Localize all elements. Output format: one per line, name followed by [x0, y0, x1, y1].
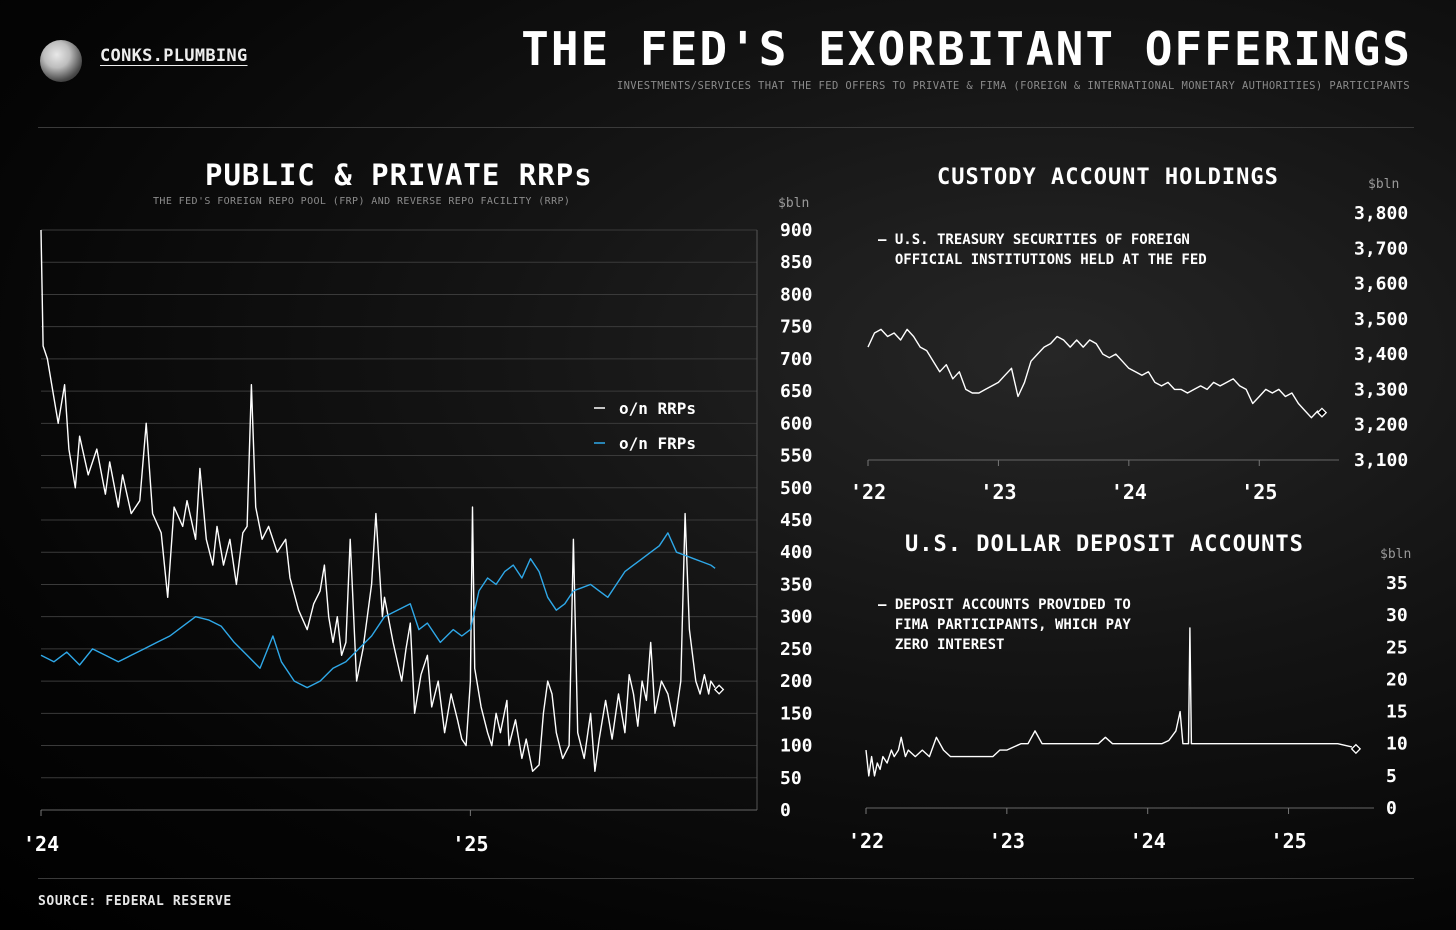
rrp-y-tick-label: 650: [780, 381, 813, 402]
deposit-unit-label: $bln: [1380, 547, 1412, 562]
custody-end-marker: [1316, 407, 1328, 418]
custody-legend-line-1: — U.S. TREASURY SECURITIES OF FOREIGN: [878, 232, 1190, 248]
deposit-y-tick-label: 10: [1386, 734, 1408, 755]
rrp-x-tick-label: '25: [452, 832, 488, 856]
custody-y-tick-label: 3,300: [1354, 379, 1408, 400]
custody-chart-title: CUSTODY ACCOUNT HOLDINGS: [937, 165, 1279, 190]
rrp-y-tick-label: 600: [780, 413, 813, 434]
deposit-chart-title: U.S. DOLLAR DEPOSIT ACCOUNTS: [905, 532, 1304, 557]
footer-divider: [38, 878, 1414, 879]
custody-x-tick-label: '22: [850, 480, 886, 504]
rrp-y-tick-label: 150: [780, 703, 813, 724]
rrp-legend-label-2: o/n FRPs: [619, 434, 696, 453]
rrp-y-tick-label: 50: [780, 768, 802, 789]
deposit-y-tick-label: 25: [1386, 637, 1408, 658]
deposit-y-tick-label: 0: [1386, 798, 1397, 819]
rrp-y-tick-label: 0: [780, 800, 791, 821]
rrp-y-tick-label: 700: [780, 349, 813, 370]
rrp-y-tick-label: 500: [780, 478, 813, 499]
rrp-chart-subtitle: THE FED'S FOREIGN REPO POOL (FRP) AND RE…: [153, 196, 571, 207]
custody-y-tick-label: 3,400: [1354, 344, 1408, 365]
brand-avatar-logo: [40, 40, 82, 82]
rrp-y-tick-label: 350: [780, 574, 813, 595]
rrp-y-tick-label: 850: [780, 252, 813, 273]
deposit-x-tick-label: '22: [848, 829, 884, 853]
rrp-x-tick-label: '24: [23, 832, 59, 856]
rrp-y-tick-label: 900: [780, 220, 813, 241]
rrp-y-tick-label: 100: [780, 736, 813, 757]
custody-y-tick-label: 3,700: [1354, 238, 1408, 259]
source-note: SOURCE: FEDERAL RESERVE: [38, 894, 232, 909]
rrp-y-tick-label: 300: [780, 607, 813, 628]
deposit-y-tick-label: 30: [1386, 605, 1408, 626]
rrp-y-tick-label: 250: [780, 639, 813, 660]
custody-y-tick-label: 3,100: [1354, 450, 1408, 471]
custody-x-tick-label: '25: [1241, 480, 1277, 504]
custody-x-tick-label: '24: [1111, 480, 1147, 504]
deposit-series-line-1: [865, 627, 1353, 777]
deposit-legend-line-1: — DEPOSIT ACCOUNTS PROVIDED TO: [878, 597, 1131, 613]
page-title: THE FED'S EXORBITANT OFFERINGS: [521, 22, 1412, 76]
custody-y-tick-label: 3,800: [1354, 203, 1408, 224]
custody-series-line-1: [867, 328, 1319, 419]
deposit-legend-line-2: FIMA PARTICIPANTS, WHICH PAY: [878, 617, 1131, 633]
deposit-x-tick-label: '23: [989, 829, 1025, 853]
rrp-y-tick-label: 550: [780, 446, 813, 467]
rrp-series-line-1: [40, 229, 716, 772]
custody-unit-label: $bln: [1368, 177, 1400, 192]
rrp-y-tick-label: 800: [780, 284, 813, 305]
header-divider: [38, 127, 1414, 128]
custody-x-tick-label: '23: [980, 480, 1016, 504]
custody-legend-line-2: OFFICIAL INSTITUTIONS HELD AT THE FED: [878, 252, 1207, 268]
rrp-end-marker: [713, 684, 725, 695]
deposit-x-tick-label: '24: [1130, 829, 1166, 853]
deposit-legend-line-3: ZERO INTEREST: [878, 637, 1004, 653]
rrp-unit-label: $bln: [778, 196, 810, 211]
deposit-y-tick-label: 20: [1386, 669, 1408, 690]
deposit-end-marker: [1350, 743, 1362, 755]
rrp-series-line-2: [40, 532, 716, 689]
brand-name: CONKS.PLUMBING: [100, 46, 248, 66]
custody-y-tick-label: 3,200: [1354, 415, 1408, 436]
custody-y-tick-label: 3,600: [1354, 274, 1408, 295]
page-subtitle: INVESTMENTS/SERVICES THAT THE FED OFFERS…: [616, 80, 1410, 92]
deposit-y-tick-label: 35: [1386, 573, 1408, 594]
deposit-y-tick-label: 15: [1386, 702, 1408, 723]
rrp-y-tick-label: 400: [780, 542, 813, 563]
rrp-y-tick-label: 450: [780, 510, 813, 531]
rrp-y-tick-label: 750: [780, 317, 813, 338]
rrp-legend-label-1: o/n RRPs: [619, 399, 696, 418]
rrp-chart-title: PUBLIC & PRIVATE RRPs: [205, 158, 593, 192]
deposit-y-tick-label: 5: [1386, 766, 1397, 787]
rrp-y-tick-label: 200: [780, 671, 813, 692]
deposit-x-tick-label: '25: [1271, 829, 1307, 853]
custody-y-tick-label: 3,500: [1354, 309, 1408, 330]
